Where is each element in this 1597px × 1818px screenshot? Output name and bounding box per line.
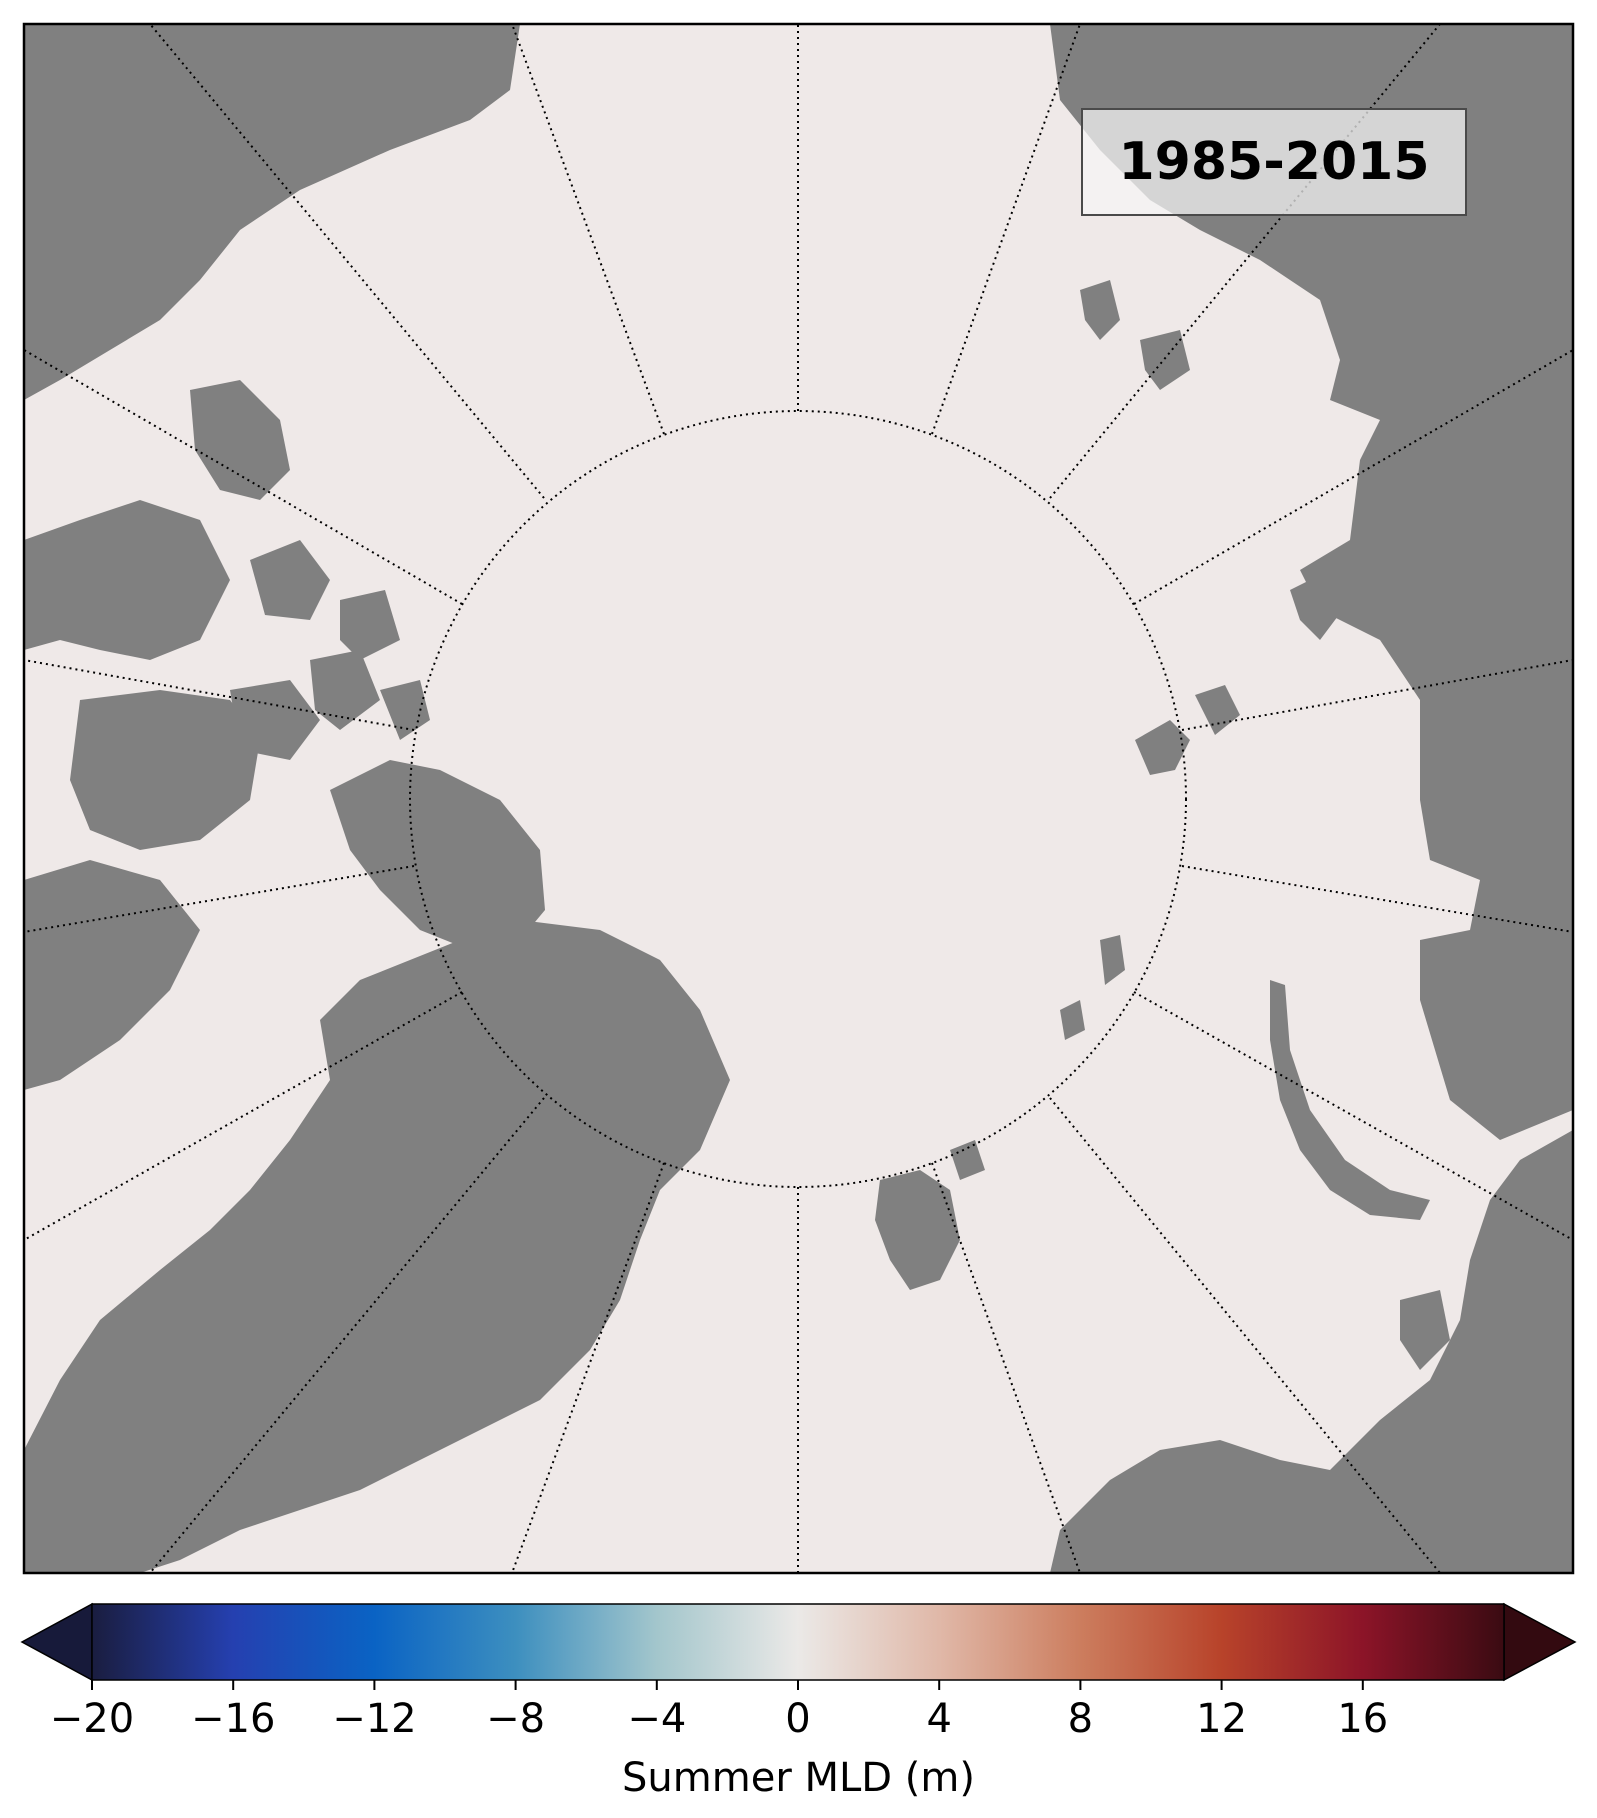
land-yamal <box>1430 960 1530 1060</box>
colorbar-tick-label: −12 <box>332 1696 416 1742</box>
colorbar-tick-label: −8 <box>486 1696 545 1742</box>
colorbar-tick-label: 16 <box>1337 1696 1388 1742</box>
land-baffin-island <box>24 860 200 1090</box>
colorbar-extend-high <box>1503 1602 1577 1682</box>
land-franz-josef <box>1060 935 1125 1040</box>
colorbar-tick-label: −4 <box>627 1696 686 1742</box>
colorbar-ticks: −20 −16 −12 −8 −4 0 4 8 12 16 <box>50 1680 1388 1742</box>
colorbar-body <box>91 1603 1505 1681</box>
colorbar-tick-label: −16 <box>191 1696 275 1742</box>
colorbar-tick-label: −20 <box>50 1696 134 1742</box>
land-victoria-island <box>70 690 260 850</box>
colorbar-tick-label: 0 <box>785 1696 810 1742</box>
land-taymyr <box>1290 570 1350 640</box>
land-new-siberian-islands <box>1080 280 1190 390</box>
land-ellesmere-island <box>330 760 545 950</box>
colorbar-tick-label: 8 <box>1068 1696 1093 1742</box>
colorbar: −20 −16 −12 −8 −4 0 4 8 12 16 <box>20 1602 1577 1742</box>
land-arctic-islands <box>230 540 430 760</box>
land-novaya-zemlya <box>1270 980 1430 1220</box>
land-greenland <box>24 920 730 1573</box>
land-severnaya-zemlya <box>1135 685 1240 775</box>
map-border <box>22 22 1575 1575</box>
arctic-map <box>22 22 1575 1575</box>
period-label: 1985-2015 <box>1081 108 1467 216</box>
land-scandinavia <box>1050 1130 1573 1573</box>
graticule <box>24 24 1573 1573</box>
land-banks-island <box>190 380 290 500</box>
colorbar-tick-label: 4 <box>926 1696 951 1742</box>
colorbar-label: Summer MLD (m) <box>622 1755 975 1801</box>
land-canada-west <box>24 500 230 660</box>
land-svalbard <box>875 1140 985 1290</box>
land-kola <box>1400 1290 1450 1370</box>
colorbar-extend-low <box>20 1602 93 1682</box>
land-canada-mainland <box>24 24 520 400</box>
colorbar-tick-label: 12 <box>1196 1696 1247 1742</box>
